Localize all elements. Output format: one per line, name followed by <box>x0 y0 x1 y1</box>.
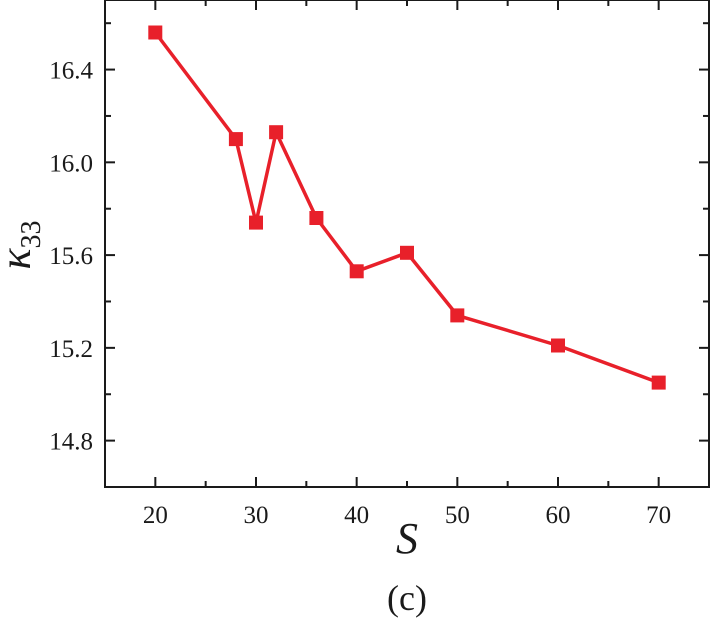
y-tick-label-2: 15.6 <box>49 243 93 270</box>
x-axis: 20 30 40 50 60 70 <box>143 0 671 529</box>
x-tick-label-50: 50 <box>445 502 470 529</box>
data-point-20 <box>148 25 163 40</box>
x-tick-label-70: 70 <box>646 502 671 529</box>
y-axis-title-symbol: κ <box>0 248 40 270</box>
svg-text:κ33: κ33 <box>0 220 47 269</box>
y-axis: 14.8 15.2 15.6 16.0 16.4 <box>49 22 709 488</box>
data-point-70 <box>651 375 666 390</box>
data-point-40 <box>349 264 364 279</box>
plot-frame <box>104 0 710 488</box>
data-point-28 <box>228 132 243 147</box>
x-tick-label-40: 40 <box>344 502 369 529</box>
x-axis-title: S <box>396 514 418 563</box>
y-axis-title: κ33 <box>0 220 47 269</box>
figure-caption: (c) <box>387 578 427 618</box>
y-tick-label-3: 16.0 <box>49 150 93 177</box>
data-point-60 <box>551 338 565 353</box>
x-tick-label-30: 30 <box>244 502 269 529</box>
x-tick-label-20: 20 <box>143 502 168 529</box>
y-tick-label-4: 16.4 <box>49 58 93 85</box>
data-point-32 <box>269 125 284 140</box>
data-point-30 <box>249 215 263 230</box>
x-tick-label-60: 60 <box>546 502 571 529</box>
data-point-45 <box>400 245 414 260</box>
data-point-36 <box>309 211 324 225</box>
data-markers <box>148 25 666 390</box>
y-axis-title-subscript: 33 <box>16 220 47 248</box>
y-tick-label-0: 14.8 <box>49 429 93 456</box>
y-tick-label-1: 15.2 <box>49 336 93 363</box>
data-point-50 <box>450 308 465 323</box>
series-line <box>153 31 660 385</box>
